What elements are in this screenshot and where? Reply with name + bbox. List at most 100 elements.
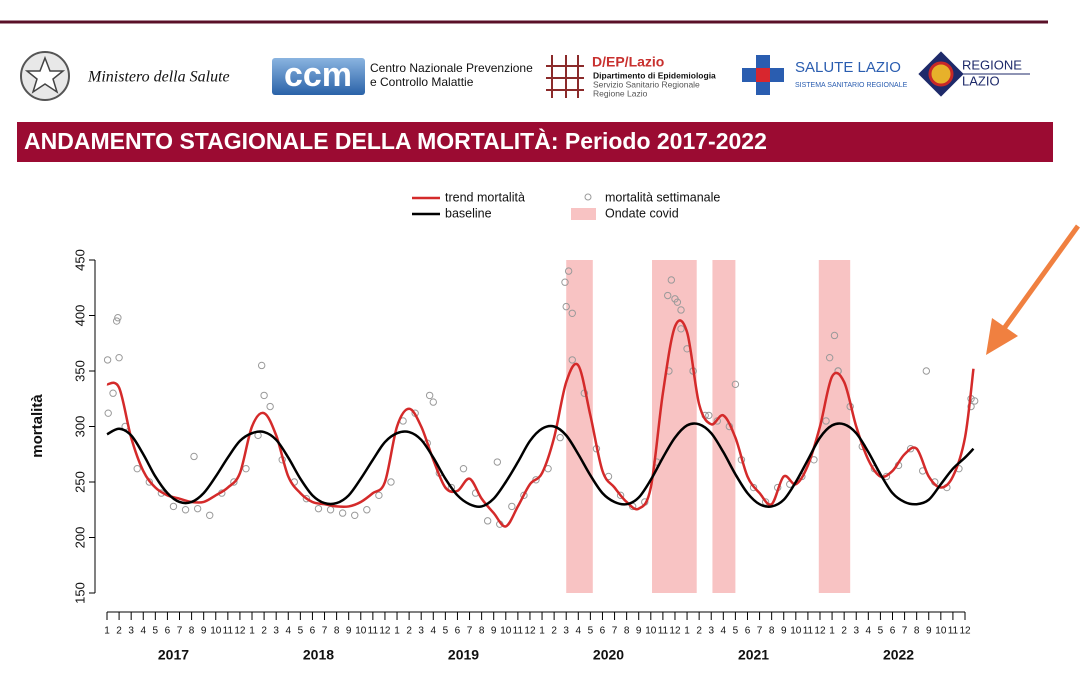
weekly-point [459, 464, 468, 473]
weekly-point [561, 278, 569, 286]
x-tick-label: 2 [261, 626, 267, 637]
legend-swatch [571, 208, 596, 220]
x-tick-label: 3 [563, 626, 569, 637]
weekly-point [616, 491, 625, 500]
year-label: 2020 [593, 647, 624, 663]
x-tick-label: 12 [959, 626, 971, 637]
x-tick-label: 1 [394, 626, 400, 637]
x-tick-label: 7 [902, 626, 908, 637]
x-tick-label: 1 [539, 626, 545, 637]
weekly-point [825, 353, 834, 362]
covid-band [566, 260, 593, 593]
x-tick-label: 11 [368, 626, 379, 637]
x-tick-label: 10 [790, 626, 802, 637]
weekly-point [830, 331, 839, 340]
emblem-logo [20, 51, 70, 101]
x-tick-label: 6 [745, 626, 751, 637]
x-tick-label: 1 [829, 626, 835, 637]
x-tick-label: 2 [551, 626, 557, 637]
weekly-point [230, 478, 238, 486]
weekly-point [556, 433, 564, 442]
weekly-point [326, 506, 335, 514]
x-tick-label: 2 [406, 626, 412, 637]
ccm-text: e Controllo Malattie [370, 75, 474, 89]
weekly-point [112, 317, 121, 325]
x-tick-label: 10 [355, 626, 367, 637]
salute-cross [742, 55, 784, 95]
weekly-point [664, 291, 672, 300]
title-banner [17, 122, 1053, 162]
x-tick-label: 6 [310, 626, 316, 637]
x-tick-label: 6 [890, 626, 896, 637]
x-tick-label: 10 [645, 626, 657, 637]
regione-emblem [918, 51, 964, 97]
dep-text: Servizio Sanitario Regionale [593, 79, 700, 89]
regione-text: REGIONE [962, 57, 1022, 72]
x-tick-label: 3 [418, 626, 424, 637]
x-tick-label: 5 [588, 626, 594, 637]
x-tick-label: 11 [803, 626, 814, 637]
weekly-point [260, 391, 268, 400]
weekly-point [970, 397, 979, 405]
year-label: 2019 [448, 647, 479, 663]
y-tick-label: 300 [72, 416, 87, 438]
weekly-point [338, 509, 347, 517]
x-tick-label: 2 [696, 626, 702, 637]
x-tick-label: 12 [234, 626, 246, 637]
x-tick-label: 1 [249, 626, 255, 637]
x-tick-label: 7 [322, 626, 328, 637]
weekly-point [363, 506, 371, 514]
weekly-point [257, 361, 266, 370]
x-tick-label: 10 [500, 626, 512, 637]
x-tick-label: 8 [914, 626, 920, 637]
y-tick-label: 250 [72, 471, 87, 493]
x-tick-label: 9 [491, 626, 497, 637]
x-tick-label: 12 [379, 626, 391, 637]
weekly-point [425, 391, 434, 400]
x-tick-label: 8 [479, 626, 485, 637]
covid-band [712, 260, 736, 593]
weekly-point [181, 506, 190, 514]
x-tick-label: 6 [455, 626, 461, 637]
x-tick-label: 10 [935, 626, 947, 637]
weekly-point [242, 464, 250, 473]
legend-label: mortalità settimanale [605, 190, 720, 204]
year-label: 2018 [303, 647, 334, 663]
year-label: 2021 [738, 647, 769, 663]
x-tick-label: 1 [684, 626, 690, 637]
x-tick-label: 7 [757, 626, 763, 637]
weekly-point [190, 452, 198, 461]
weekly-point [387, 478, 395, 486]
x-tick-label: 1 [104, 626, 110, 637]
series-line [106, 319, 975, 528]
x-tick-label: 3 [128, 626, 134, 637]
weekly-point [109, 389, 117, 397]
year-label: 2017 [158, 647, 189, 663]
y-tick-label: 400 [72, 305, 87, 327]
x-tick-label: 10 [210, 626, 222, 637]
x-tick-label: 12 [814, 626, 826, 637]
x-tick-label: 11 [658, 626, 669, 637]
x-tick-label: 5 [153, 626, 159, 637]
x-tick-label: 9 [346, 626, 352, 637]
weekly-point [731, 380, 740, 389]
x-tick-label: 12 [524, 626, 536, 637]
chart-title: ANDAMENTO STAGIONALE DELLA MORTALITÀ: Pe… [24, 127, 767, 154]
y-axis-label: mortalità [29, 394, 46, 458]
x-tick-label: 9 [926, 626, 932, 637]
ccm-logo-box [272, 58, 365, 95]
legend-label: baseline [445, 206, 492, 220]
salute-sub: SISTEMA SANITARIO REGIONALE [795, 82, 908, 89]
x-tick-label: 4 [576, 626, 582, 637]
y-tick-label: 150 [72, 582, 87, 604]
weekly-point [822, 417, 830, 425]
weekly-point [532, 476, 540, 484]
weekly-point [705, 411, 713, 420]
x-tick-label: 4 [721, 626, 727, 637]
weekly-point [568, 309, 576, 317]
x-tick-label: 8 [769, 626, 775, 637]
x-tick-label: 7 [467, 626, 473, 637]
weekly-point [266, 402, 274, 411]
series-line [106, 422, 975, 508]
